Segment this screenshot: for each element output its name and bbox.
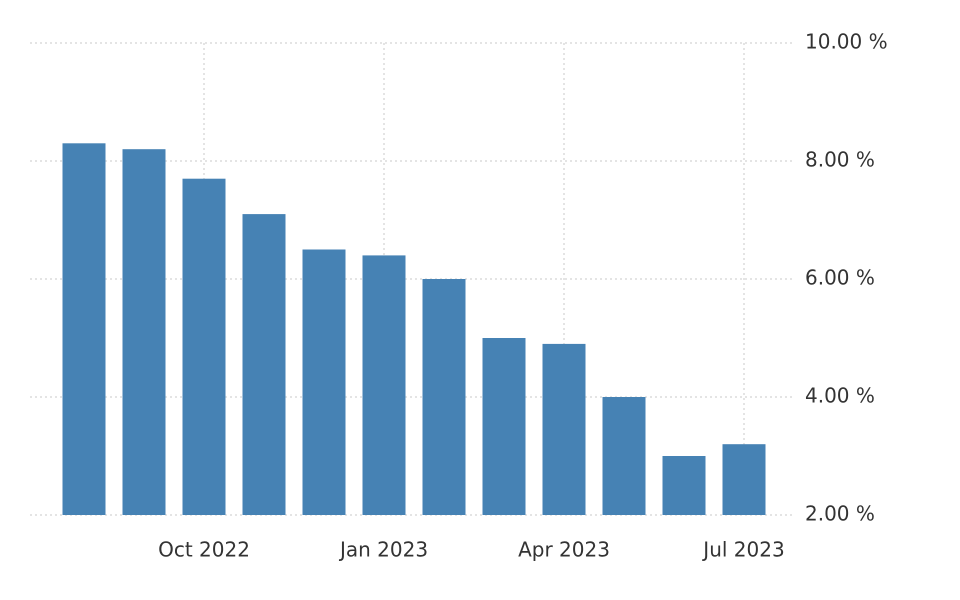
bar bbox=[362, 255, 406, 515]
x-tick-label: Jan 2023 bbox=[338, 538, 428, 562]
bar bbox=[722, 444, 766, 515]
bar bbox=[242, 214, 286, 515]
bar bbox=[302, 249, 346, 515]
bar bbox=[122, 149, 166, 515]
bar bbox=[602, 397, 646, 515]
bar bbox=[542, 343, 586, 515]
bar bbox=[482, 338, 526, 515]
y-tick-label: 8.00 % bbox=[805, 148, 875, 172]
bar bbox=[182, 178, 226, 515]
y-tick-label: 4.00 % bbox=[805, 384, 875, 408]
x-tick-label: Jul 2023 bbox=[701, 538, 784, 562]
y-tick-label: 6.00 % bbox=[805, 266, 875, 290]
y-tick-label: 10.00 % bbox=[805, 30, 888, 54]
bar bbox=[662, 456, 706, 515]
bar bbox=[62, 143, 106, 516]
y-tick-label: 2.00 % bbox=[805, 502, 875, 526]
bar bbox=[422, 279, 466, 515]
x-tick-label: Apr 2023 bbox=[518, 538, 610, 562]
x-tick-label: Oct 2022 bbox=[158, 538, 250, 562]
